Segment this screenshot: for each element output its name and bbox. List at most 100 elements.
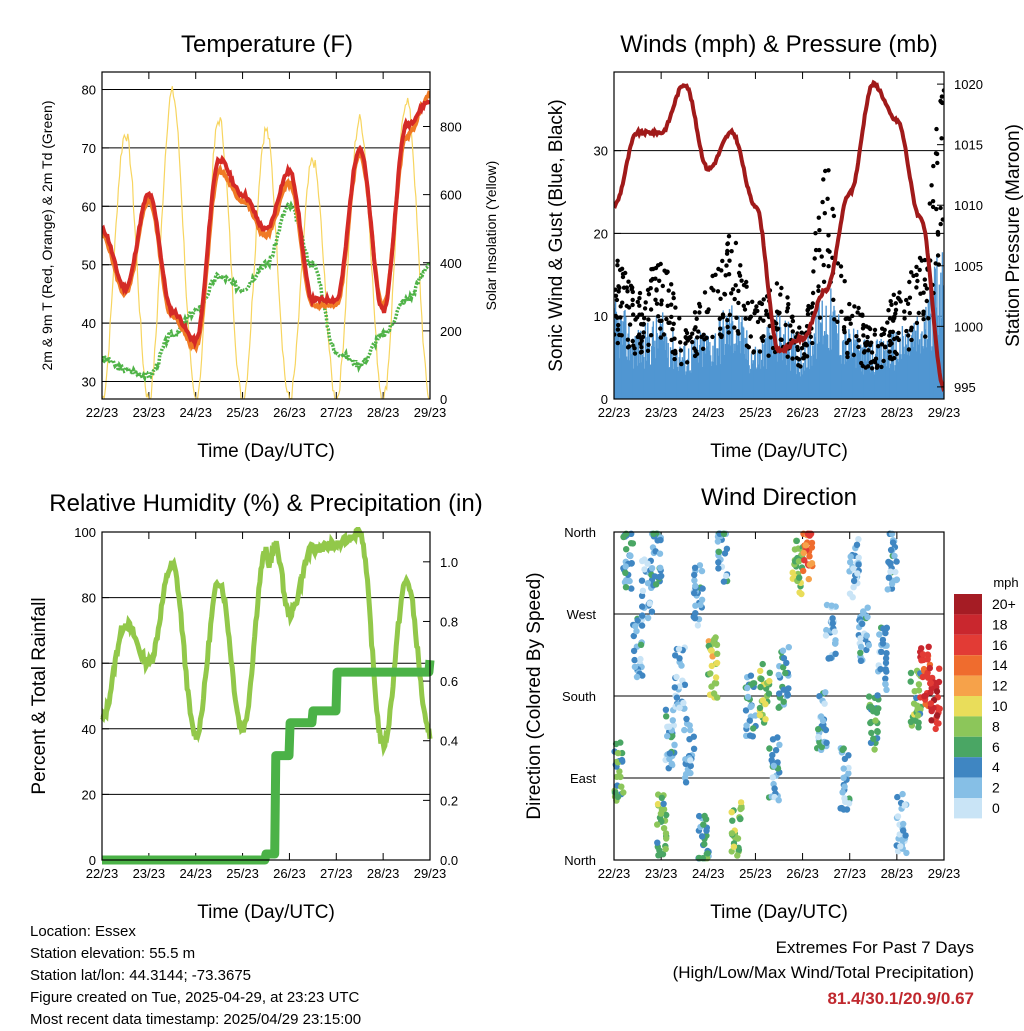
direction-point: [900, 820, 907, 828]
direction-point: [648, 608, 656, 615]
gust-point: [758, 316, 763, 321]
gust-point: [638, 335, 643, 340]
gust-point: [726, 330, 731, 335]
direction-point: [699, 585, 706, 592]
direction-point: [874, 692, 881, 699]
direction-point: [714, 538, 722, 545]
series-group-0: [102, 86, 430, 399]
gust-point: [935, 229, 941, 235]
direction-point: [887, 560, 894, 567]
direction-point: [692, 610, 699, 617]
direction-point: [882, 666, 889, 673]
legend-label-3: 14: [992, 657, 1008, 673]
x-tick-label-0-7: 29/23: [414, 405, 447, 420]
gust-point: [653, 276, 658, 281]
gust-point: [711, 288, 716, 293]
direction-point: [865, 693, 873, 700]
direction-point: [738, 804, 745, 812]
direction-point: [860, 609, 867, 617]
direction-point: [737, 815, 744, 822]
gust-point: [881, 358, 886, 364]
gust-point: [813, 247, 819, 253]
gust-point: [673, 305, 678, 310]
direction-point: [690, 745, 698, 752]
direction-point: [818, 743, 825, 751]
direction-point: [855, 561, 862, 568]
direction-point: [662, 706, 670, 713]
gust-point: [719, 268, 724, 273]
direction-point: [722, 572, 730, 580]
gust-point: [804, 354, 810, 359]
gust-point: [646, 292, 652, 297]
gust-point: [639, 349, 644, 354]
x-tick-label-2-6: 28/23: [367, 866, 400, 881]
gust-point: [846, 338, 852, 343]
gust-point: [817, 247, 822, 253]
direction-point: [802, 542, 809, 549]
direction-point: [723, 545, 731, 552]
direction-point: [663, 835, 670, 842]
x-tick-label-3-2: 24/23: [692, 866, 725, 881]
gust-point: [810, 290, 816, 296]
gust-point: [648, 286, 653, 291]
gust-point: [642, 306, 648, 311]
gust-point: [885, 320, 890, 325]
x-tick-label-1-3: 25/23: [739, 405, 772, 420]
gust-point: [808, 334, 813, 339]
direction-point: [850, 577, 858, 585]
direction-point: [696, 812, 703, 820]
direction-point: [669, 717, 676, 724]
direction-point: [639, 612, 646, 619]
gust-point: [810, 340, 815, 346]
gust-point: [732, 325, 737, 330]
gust-point: [821, 262, 826, 268]
direction-point: [637, 655, 644, 663]
direction-point: [641, 566, 648, 573]
y2-tick-label-0-1: 200: [440, 324, 462, 339]
plot-frame-0: [101, 71, 431, 400]
gust-point: [817, 315, 823, 320]
gust-point: [926, 316, 931, 321]
direction-point: [626, 577, 633, 585]
direction-point: [678, 662, 685, 669]
gust-point: [661, 332, 667, 337]
legend-label-10: 0: [992, 800, 1000, 816]
gust-point: [826, 264, 831, 269]
direction-point: [694, 622, 702, 629]
y2-tick-label-0-2: 400: [440, 256, 462, 271]
gust-point: [632, 351, 638, 356]
direction-point: [822, 632, 830, 639]
gust-point: [887, 333, 892, 338]
direction-point: [840, 774, 847, 781]
gust-point: [830, 206, 835, 212]
legend-swatch-10: [954, 798, 982, 819]
gust-point: [755, 319, 761, 325]
direction-point: [816, 739, 823, 746]
y-tick-label-3-3: West: [567, 607, 597, 622]
gust-point: [770, 345, 776, 351]
gust-point: [817, 228, 822, 233]
y-tick-label-2-5: 100: [74, 525, 96, 540]
direction-point: [841, 783, 848, 790]
direction-point: [639, 557, 646, 565]
gust-point: [614, 297, 620, 303]
x-tick-label-2-0: 22/23: [86, 866, 119, 881]
direction-point: [832, 650, 839, 657]
direction-point: [785, 644, 792, 651]
direction-point: [629, 540, 637, 547]
gust-point: [628, 283, 634, 288]
direction-point: [659, 851, 667, 858]
direction-point: [728, 830, 736, 837]
gust-point: [648, 307, 654, 312]
gust-point: [730, 287, 736, 292]
gust-point: [905, 301, 911, 306]
x-tick-label-0-3: 25/23: [226, 405, 259, 420]
gust-point: [862, 349, 867, 354]
y-tick-label-2-0: 0: [89, 853, 96, 868]
direction-point: [815, 733, 822, 741]
direction-point: [821, 700, 828, 707]
direction-point: [899, 790, 906, 798]
gust-point: [939, 99, 944, 105]
gust-point: [637, 312, 642, 317]
gust-point: [726, 272, 732, 277]
